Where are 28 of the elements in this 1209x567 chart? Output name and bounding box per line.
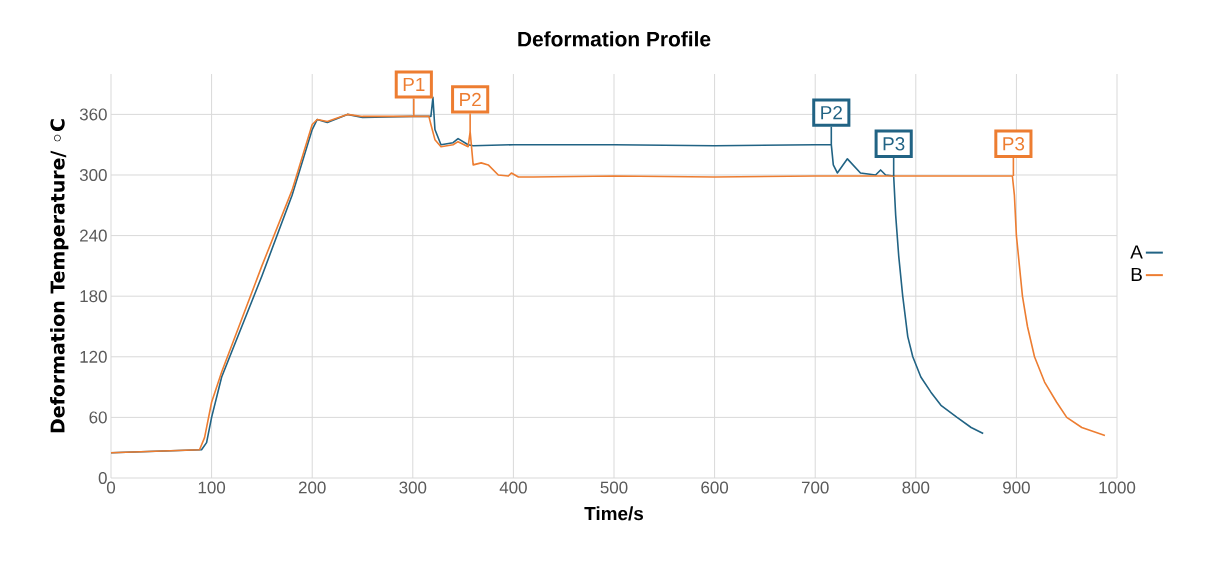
y-tick-label: 120 <box>80 350 107 363</box>
x-tick-label: 200 <box>298 481 326 494</box>
x-tick-label: 900 <box>1003 481 1030 494</box>
y-tick-label: 60 <box>89 411 107 424</box>
legend-label: A <box>1130 245 1143 259</box>
y-tick-label: 300 <box>79 169 107 181</box>
y-tick-label: 180 <box>80 290 107 303</box>
y-tick-label: 360 <box>79 108 107 121</box>
x-tick-label: 800 <box>902 481 930 494</box>
annotation: P3 <box>883 137 905 151</box>
x-tick-label: 300 <box>399 481 427 494</box>
annotation: P2 <box>460 92 481 107</box>
x-axis-title: Time/s <box>584 506 644 521</box>
y-tick-label: 0 <box>98 472 107 484</box>
annotation: P2 <box>821 105 842 120</box>
annotation: P3 <box>1003 137 1025 151</box>
y-tick-label: 240 <box>80 229 107 242</box>
annotation: P1 <box>403 77 425 91</box>
legend-label: B <box>1131 267 1142 281</box>
x-tick-label: 0 <box>106 481 116 494</box>
x-tick-label: 100 <box>198 481 226 494</box>
x-tick-label: 1000 <box>1099 481 1136 494</box>
chart-title: Deformation Profile <box>518 31 711 47</box>
x-tick-label: 600 <box>701 481 729 494</box>
x-tick-label: 400 <box>499 481 527 494</box>
x-tick-label: 500 <box>600 481 628 494</box>
y-axis-title: Deformation Temperature/ ◦C <box>50 119 69 433</box>
x-tick-label: 700 <box>801 481 829 494</box>
